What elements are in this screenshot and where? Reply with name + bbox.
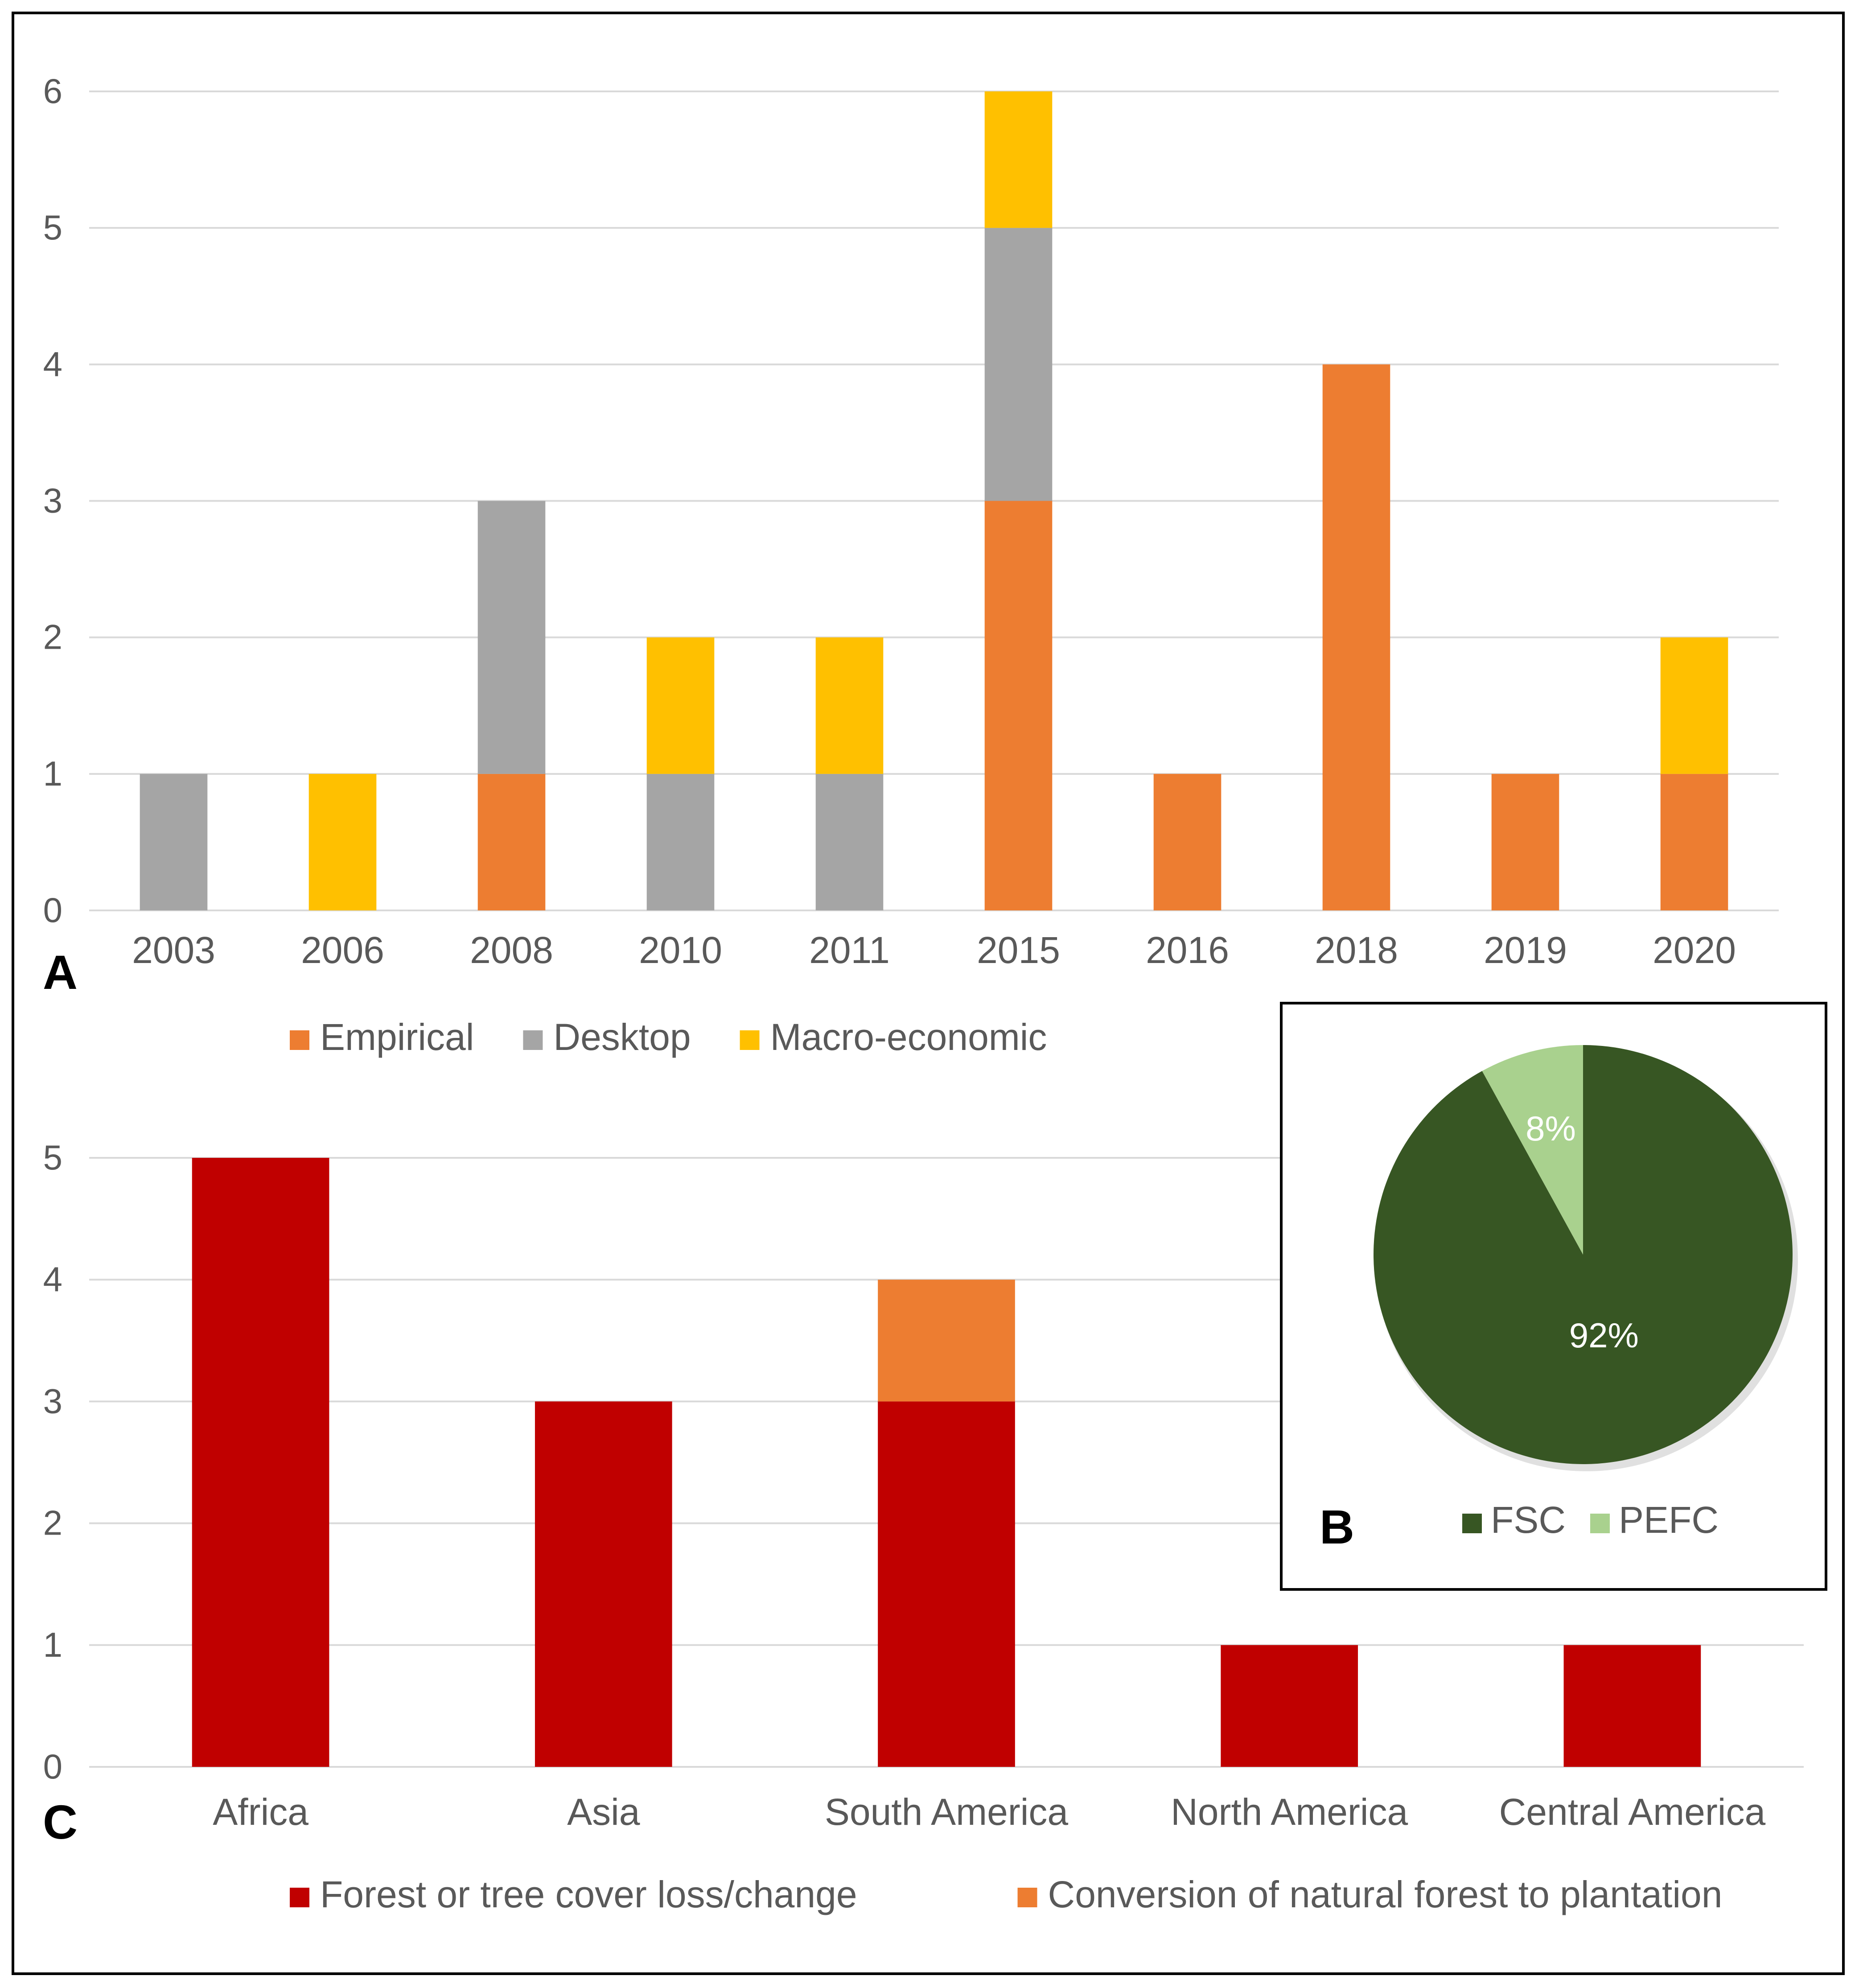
chart-c-x-tick-africa: Africa <box>213 1791 308 1833</box>
chart-b-slice-fsc <box>1373 1045 1793 1464</box>
chart-a-bar-2010-desktop <box>646 774 715 910</box>
chart-a-bar-2011-macro-economic <box>815 637 884 774</box>
chart-a-bar-2015-empirical <box>984 501 1053 910</box>
chart-a-y-tick-1: 1 <box>43 754 62 793</box>
panel-label-b: B <box>1320 1500 1354 1554</box>
chart-a-x-tick-2020: 2020 <box>1653 929 1736 971</box>
chart-b-legend-swatch-pefc <box>1590 1514 1610 1533</box>
chart-c-bar-central-america-forest-or-tree-cover-loss-change <box>1563 1645 1701 1767</box>
chart-c-y-tick-1: 1 <box>43 1625 62 1664</box>
chart-a-legend-swatch-empirical <box>290 1030 309 1050</box>
chart-c-legend-label-forest-or-tree-cover-loss-change: Forest or tree cover loss/change <box>320 1873 857 1915</box>
chart-c-bar-asia-forest-or-tree-cover-loss-change <box>535 1401 672 1767</box>
chart-c-bar-south-america-conversion-of-natural-forest-to-plantation <box>878 1280 1015 1402</box>
chart-a-legend-label-macro-economic: Macro-economic <box>770 1016 1047 1058</box>
chart-a-x-tick-2011: 2011 <box>809 929 890 971</box>
chart-a-bar-2015-desktop <box>984 228 1053 501</box>
chart-a-legend-swatch-desktop <box>523 1030 543 1050</box>
chart-c-legend-swatch-forest-or-tree-cover-loss-change <box>290 1888 309 1907</box>
chart-a-x-ticks: 2003 2006 2008 2010 2011 2015 2016 2018 2019 2020 <box>132 929 1736 971</box>
chart-a-x-tick-2003: 2003 <box>132 929 215 971</box>
chart-a-bar-2008-desktop <box>477 501 546 774</box>
chart-a-bar-2020-empirical <box>1660 774 1728 910</box>
chart-a-legend-swatch-macro-economic <box>740 1030 760 1050</box>
chart-a-x-tick-2018: 2018 <box>1315 929 1398 971</box>
chart-c-legend: Forest or tree cover loss/change Conversi… <box>290 1873 1722 1915</box>
chart-b-legend-label-pefc: PEFC <box>1619 1499 1719 1541</box>
chart-c-x-ticks: Africa Asia South America North America Cent… <box>213 1791 1765 1833</box>
figure-frame <box>12 12 1845 1975</box>
chart-a-x-tick-2010: 2010 <box>639 929 722 971</box>
chart-a-legend-label-empirical: Empirical <box>320 1016 474 1058</box>
chart-c-x-tick-central-america: Central America <box>1499 1791 1766 1833</box>
chart-c-y-tick-3: 3 <box>43 1381 62 1420</box>
chart-b: 92% 8% FSC PEFC <box>1280 1002 1827 1591</box>
chart-a-bar-2015-macro-economic <box>984 91 1053 228</box>
chart-a-x-tick-2016: 2016 <box>1146 929 1229 971</box>
chart-c-legend-label-conversion-of-natural-forest-to-plantation: Conversion of natural forest to plantati… <box>1048 1873 1723 1915</box>
chart-a-x-tick-2008: 2008 <box>470 929 553 971</box>
panel-label-a: A <box>43 945 78 999</box>
chart-a-bar-2020-macro-economic <box>1660 637 1728 774</box>
chart-a-bar-2010-macro-economic <box>646 637 715 774</box>
chart-b-slice-label-fsc: 92% <box>1569 1316 1639 1355</box>
chart-b-slices <box>1373 1045 1798 1471</box>
chart-c-x-tick-asia: Asia <box>567 1791 640 1833</box>
chart-b-legend-swatch-fsc <box>1462 1514 1482 1533</box>
chart-a: 0 1 2 3 4 5 6 2003 2006 2008 2010 2011 2015 2016 2018… <box>43 71 1779 1058</box>
chart-c-legend-swatch-conversion-of-natural-forest-to-plantation <box>1017 1888 1037 1907</box>
chart-b-slice-pefc <box>1482 1045 1583 1255</box>
panel-label-c: C <box>43 1795 78 1849</box>
chart-a-bars <box>140 91 1728 911</box>
chart-a-y-tick-0: 0 <box>43 890 62 930</box>
chart-a-bar-2003-desktop <box>140 774 208 910</box>
chart-a-bar-2016-empirical <box>1153 774 1222 910</box>
chart-a-y-tick-5: 5 <box>43 208 62 247</box>
chart-b-legend: FSC PEFC <box>1462 1499 1719 1541</box>
chart-a-bar-2006-macro-economic <box>308 774 377 910</box>
chart-b-slice-label-pefc: 8% <box>1526 1109 1576 1148</box>
chart-a-y-tick-3: 3 <box>43 481 62 520</box>
chart-c-bars <box>192 1158 1701 1767</box>
chart-a-y-ticks: 0 1 2 3 4 5 6 <box>43 71 62 930</box>
chart-b-legend-label-fsc: FSC <box>1491 1499 1566 1541</box>
chart-a-bar-2008-empirical <box>477 774 546 910</box>
chart-a-legend-label-desktop: Desktop <box>553 1016 691 1058</box>
chart-c-bar-south-america-forest-or-tree-cover-loss-change <box>878 1401 1015 1767</box>
chart-a-x-tick-2015: 2015 <box>977 929 1060 971</box>
chart-c-y-tick-2: 2 <box>43 1503 62 1543</box>
chart-c-bar-north-america-forest-or-tree-cover-loss-change <box>1221 1645 1358 1767</box>
chart-a-legend: Empirical Desktop Macro-economic <box>290 1016 1047 1058</box>
chart-a-y-tick-2: 2 <box>43 617 62 657</box>
chart-c-bar-africa-forest-or-tree-cover-loss-change <box>192 1158 329 1767</box>
chart-c-x-tick-north-america: North America <box>1171 1791 1408 1833</box>
chart-a-y-tick-6: 6 <box>43 71 62 111</box>
chart-c-y-tick-4: 4 <box>43 1259 62 1299</box>
chart-a-bar-2011-desktop <box>815 774 884 910</box>
chart-a-y-tick-4: 4 <box>43 344 62 383</box>
chart-a-x-tick-2019: 2019 <box>1484 929 1567 971</box>
chart-a-bar-2018-empirical <box>1322 364 1390 911</box>
chart-a-bar-2019-empirical <box>1491 774 1559 910</box>
chart-c-y-tick-5: 5 <box>43 1138 62 1177</box>
chart-c-x-tick-south-america: South America <box>825 1791 1069 1833</box>
chart-b-slice-labels: 92% 8% <box>1526 1109 1639 1355</box>
chart-a-x-tick-2006: 2006 <box>301 929 384 971</box>
chart-c-y-tick-0: 0 <box>43 1747 62 1786</box>
chart-c-y-ticks: 0 1 2 3 4 5 <box>43 1138 62 1786</box>
